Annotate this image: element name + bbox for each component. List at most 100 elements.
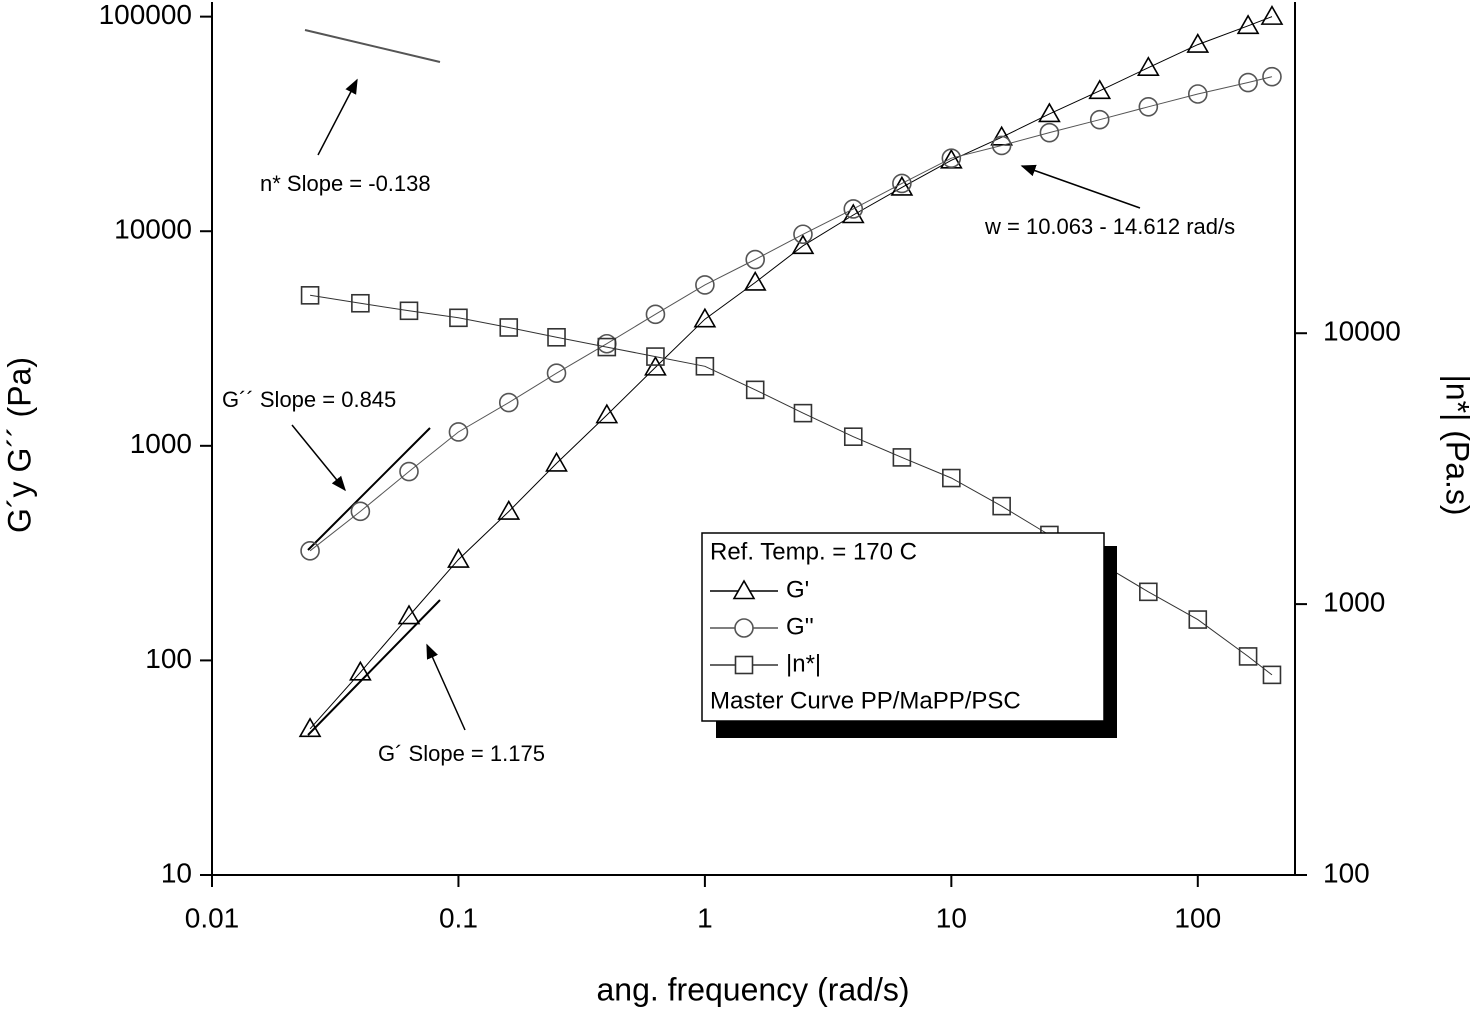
y2-tick-label: 10000 <box>1323 316 1401 347</box>
marker <box>350 501 371 522</box>
marker <box>1260 5 1284 25</box>
marker <box>644 355 667 376</box>
marker <box>843 427 863 446</box>
marker <box>498 392 519 413</box>
marker <box>597 337 617 357</box>
fit-line <box>307 427 431 551</box>
legend-title: Ref. Temp. = 170 C <box>710 538 917 565</box>
marker <box>991 135 1012 156</box>
marker <box>992 496 1011 516</box>
y-tick-label: 1000 <box>130 428 192 459</box>
y-tick-label: 100 <box>145 643 192 674</box>
marker <box>892 448 912 467</box>
arrow <box>291 424 346 492</box>
arrow <box>317 78 358 156</box>
legend-label: G'' <box>786 613 814 640</box>
marker <box>1262 66 1282 87</box>
marker <box>892 173 912 194</box>
legend-label: G' <box>786 576 809 603</box>
marker <box>298 717 322 738</box>
annotation: n* Slope = -0.138 <box>260 171 431 196</box>
marker <box>1262 665 1282 685</box>
y2-tick-label: 100 <box>1323 857 1370 888</box>
marker <box>745 380 765 400</box>
annotation: G´ Slope = 1.175 <box>378 741 545 766</box>
marker <box>695 356 715 376</box>
marker <box>791 234 815 255</box>
fit-line <box>307 599 441 736</box>
marker <box>1186 32 1210 53</box>
annotation: G´´ Slope = 0.845 <box>222 387 396 412</box>
marker <box>1236 14 1260 35</box>
marker <box>1238 647 1258 666</box>
marker <box>448 422 469 442</box>
arrow <box>426 643 466 731</box>
marker <box>348 660 372 681</box>
marker <box>300 286 320 305</box>
marker <box>1136 56 1160 77</box>
marker <box>547 327 566 347</box>
legend-note: Master Curve PP/MaPP/PSC <box>710 687 1021 714</box>
x-tick-label: 0.1 <box>439 902 478 933</box>
marker <box>743 270 767 291</box>
marker <box>1038 102 1061 123</box>
x-tick-label: 0.01 <box>185 902 240 933</box>
marker <box>1187 84 1208 104</box>
marker <box>399 301 419 321</box>
marker <box>793 403 813 423</box>
marker <box>843 199 864 219</box>
marker <box>1039 122 1060 143</box>
series-line <box>309 16 1273 730</box>
marker <box>499 318 519 337</box>
marker <box>793 224 813 245</box>
marker <box>449 308 468 328</box>
y-tick-label: 100000 <box>99 0 192 30</box>
marker <box>1138 97 1159 117</box>
arrow <box>1020 164 1141 209</box>
marker <box>546 363 567 383</box>
series-line <box>310 294 1273 676</box>
marker <box>545 451 568 472</box>
x-tick-label: 1 <box>697 902 713 933</box>
marker <box>397 604 421 625</box>
marker <box>447 547 470 568</box>
y-axis-label: G´y G´´ (Pa) <box>1 357 37 533</box>
marker <box>399 461 419 482</box>
marker <box>351 293 370 313</box>
marker <box>595 403 619 424</box>
marker <box>497 499 521 520</box>
x-axis-label: ang. frequency (rad/s) <box>596 971 909 1007</box>
marker <box>1238 72 1258 93</box>
marker <box>645 304 666 325</box>
legend-items: G' G'' |n*| <box>710 576 821 677</box>
annotation: w = 10.063 - 14.612 rad/s <box>984 214 1235 239</box>
marker <box>734 618 754 638</box>
x-tick-label: 100 <box>1174 902 1221 933</box>
y-tick-label: 10 <box>161 857 192 888</box>
marker <box>990 125 1014 146</box>
marker <box>732 579 756 600</box>
marker <box>1088 79 1112 100</box>
marker <box>1089 109 1110 130</box>
x-tick-label: 10 <box>936 902 967 933</box>
marker <box>1139 582 1158 602</box>
fit-line <box>304 29 441 63</box>
marker <box>745 249 765 270</box>
marker <box>1188 610 1208 629</box>
marker <box>841 203 865 224</box>
marker <box>942 468 961 488</box>
marker <box>693 307 717 328</box>
marker <box>695 275 715 295</box>
legend <box>701 532 1105 722</box>
marker <box>300 541 320 561</box>
marker <box>646 347 665 366</box>
plot: 0.01 0.1 1 10 100 10 100 1000 10000 100000 100 1000… <box>99 0 1401 933</box>
y-tick-label: 10000 <box>114 214 192 245</box>
y2-tick-label: 1000 <box>1323 587 1385 618</box>
legend-label: |n*| <box>786 650 821 677</box>
y2-axis-label: |n*| (Pa.s) <box>1440 374 1476 515</box>
marker <box>734 655 754 675</box>
marker <box>941 148 962 168</box>
series-line <box>309 76 1273 552</box>
